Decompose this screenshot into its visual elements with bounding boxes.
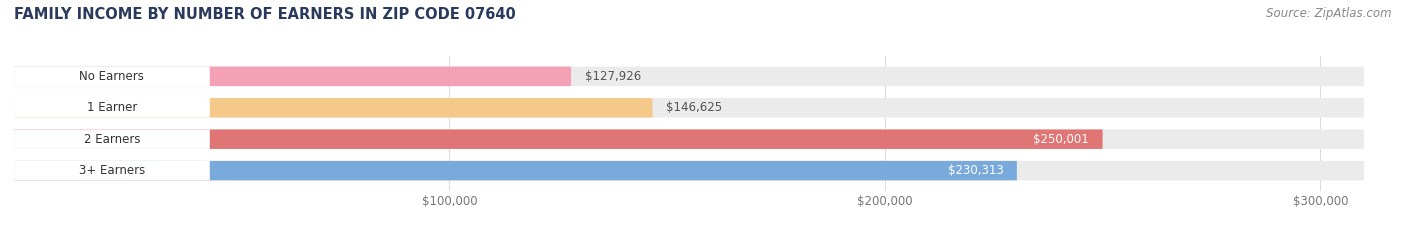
FancyBboxPatch shape [14,98,209,117]
FancyBboxPatch shape [14,98,652,117]
FancyBboxPatch shape [14,67,1364,86]
FancyBboxPatch shape [14,161,1017,180]
Text: Source: ZipAtlas.com: Source: ZipAtlas.com [1267,7,1392,20]
FancyBboxPatch shape [14,130,209,149]
Text: $250,001: $250,001 [1033,133,1090,146]
FancyBboxPatch shape [14,98,1364,117]
Text: No Earners: No Earners [80,70,145,83]
Text: 2 Earners: 2 Earners [84,133,141,146]
Text: FAMILY INCOME BY NUMBER OF EARNERS IN ZIP CODE 07640: FAMILY INCOME BY NUMBER OF EARNERS IN ZI… [14,7,516,22]
FancyBboxPatch shape [14,161,209,180]
Text: 1 Earner: 1 Earner [87,101,138,114]
Text: 3+ Earners: 3+ Earners [79,164,145,177]
FancyBboxPatch shape [14,161,1364,180]
Text: $127,926: $127,926 [585,70,641,83]
Text: $146,625: $146,625 [666,101,723,114]
FancyBboxPatch shape [14,130,1364,149]
FancyBboxPatch shape [14,67,209,86]
FancyBboxPatch shape [14,130,1102,149]
Text: $230,313: $230,313 [948,164,1004,177]
FancyBboxPatch shape [14,67,571,86]
